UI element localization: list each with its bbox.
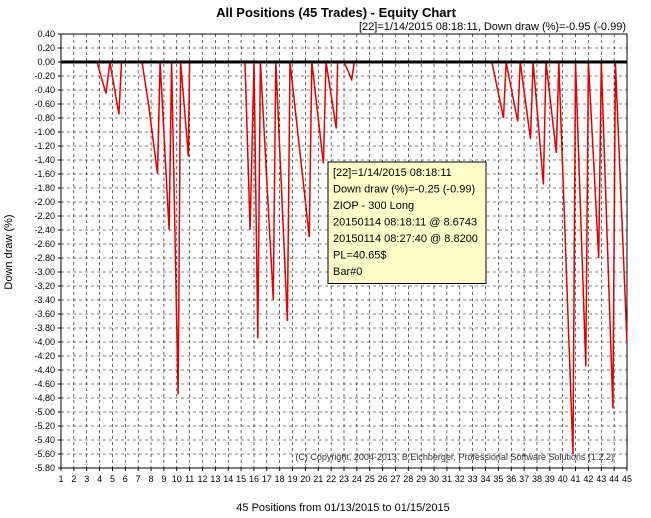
x-tick-label: 10 — [172, 474, 182, 484]
x-tick-label: 13 — [210, 474, 220, 484]
x-tick-label: 5 — [110, 474, 115, 484]
x-tick-label: 37 — [519, 474, 529, 484]
y-tick-label: -5.40 — [34, 435, 55, 445]
x-tick-label: 19 — [288, 474, 298, 484]
x-tick-label: 17 — [262, 474, 272, 484]
x-axis-label: 45 Positions from 01/13/2015 to 01/15/20… — [236, 502, 449, 514]
x-tick-label: 6 — [123, 474, 128, 484]
tooltip-line: Down draw (%)=-0.25 (-0.99) — [333, 184, 475, 196]
x-tick-label: 26 — [378, 474, 388, 484]
y-tick-label: -0.80 — [34, 113, 55, 123]
tooltip-line: ZIOP - 300 Long — [333, 200, 414, 212]
y-axis-label: Down draw (%) — [3, 214, 15, 289]
tooltip-line: 20150114 08:18:11 @ 8.6743 — [333, 217, 477, 229]
x-tick-label: 23 — [339, 474, 349, 484]
y-tick-label: -3.80 — [34, 323, 55, 333]
x-tick-label: 31 — [442, 474, 452, 484]
y-tick-label: -2.60 — [34, 239, 55, 249]
x-tick-label: 27 — [390, 474, 400, 484]
y-tick-label: -5.20 — [34, 421, 55, 431]
tooltip-line: PL=40.65$ — [333, 250, 387, 262]
x-tick-label: 12 — [197, 474, 207, 484]
y-tick-label: -1.00 — [34, 127, 55, 137]
y-tick-label: -0.40 — [34, 85, 55, 95]
y-tick-label: -0.60 — [34, 99, 55, 109]
y-tick-label: -4.60 — [34, 379, 55, 389]
y-tick-label: -2.40 — [34, 225, 55, 235]
x-tick-label: 9 — [161, 474, 166, 484]
x-tick-label: 14 — [223, 474, 233, 484]
y-tick-label: -4.00 — [34, 337, 55, 347]
y-tick-label: -5.60 — [34, 449, 55, 459]
x-tick-label: 29 — [416, 474, 426, 484]
y-tick-label: -2.00 — [34, 197, 55, 207]
y-tick-label: 0.20 — [37, 43, 55, 53]
y-tick-label: -3.00 — [34, 267, 55, 277]
x-tick-label: 21 — [313, 474, 323, 484]
x-tick-label: 2 — [71, 474, 76, 484]
x-tick-label: 40 — [558, 474, 568, 484]
y-tick-label: -1.80 — [34, 183, 55, 193]
x-tick-label: 22 — [326, 474, 336, 484]
x-tick-label: 41 — [571, 474, 581, 484]
y-tick-label: -4.40 — [34, 365, 55, 375]
x-tick-label: 35 — [493, 474, 503, 484]
y-tick-label: 0.40 — [37, 29, 55, 39]
x-tick-label: 16 — [249, 474, 259, 484]
chart-subtitle: [22]=1/14/2015 08:18:11, Down draw (%)=-… — [359, 21, 626, 33]
x-tick-label: 1 — [58, 474, 63, 484]
x-tick-label: 7 — [136, 474, 141, 484]
y-tick-label: -1.60 — [34, 169, 55, 179]
y-tick-label: -4.80 — [34, 393, 55, 403]
tooltip-line: Bar#0 — [333, 266, 362, 278]
x-tick-label: 43 — [596, 474, 606, 484]
x-tick-label: 28 — [403, 474, 413, 484]
tooltip-line: 20150114 08:27:40 @ 8.8200 — [333, 233, 478, 245]
y-tick-label: -5.80 — [34, 463, 55, 473]
x-tick-label: 8 — [149, 474, 154, 484]
x-tick-label: 25 — [365, 474, 375, 484]
tooltip-line: [22]=1/14/2015 08:18:11 — [333, 167, 452, 179]
y-tick-label: -3.60 — [34, 309, 55, 319]
y-tick-label: -1.40 — [34, 155, 55, 165]
y-tick-label: -5.00 — [34, 407, 55, 417]
chart-title: All Positions (45 Trades) - Equity Chart — [216, 5, 456, 20]
y-tick-label: -2.80 — [34, 253, 55, 263]
y-tick-label: 0.00 — [37, 57, 55, 67]
copyright-text: (C) Copyright, 2004-2013, B.Eichberger, … — [295, 452, 614, 462]
x-tick-label: 45 — [622, 474, 632, 484]
equity-series-line — [96, 61, 628, 455]
y-tick-label: -3.20 — [34, 281, 55, 291]
x-tick-label: 33 — [468, 474, 478, 484]
x-tick-label: 32 — [455, 474, 465, 484]
y-tick-label: -3.40 — [34, 295, 55, 305]
x-tick-label: 30 — [429, 474, 439, 484]
x-tick-label: 4 — [97, 474, 102, 484]
x-tick-label: 11 — [185, 474, 194, 484]
tooltip: [22]=1/14/2015 08:18:11 Down draw (%)=-0.… — [327, 161, 487, 284]
x-tick-label: 20 — [300, 474, 310, 484]
y-tick-label: -2.20 — [34, 211, 55, 221]
tooltip-box — [327, 161, 487, 284]
x-tick-label: 18 — [275, 474, 285, 484]
y-tick-label: -1.20 — [34, 141, 55, 151]
x-tick-label: 36 — [506, 474, 516, 484]
y-tick-label: -4.20 — [34, 351, 55, 361]
x-tick-label: 3 — [84, 474, 89, 484]
x-tick-label: 44 — [609, 474, 619, 484]
y-tick-label: -0.20 — [34, 71, 55, 81]
x-tick-label: 38 — [532, 474, 542, 484]
x-tick-label: 42 — [583, 474, 593, 484]
x-tick-label: 34 — [480, 474, 490, 484]
x-tick-label: 15 — [236, 474, 246, 484]
x-tick-label: 24 — [352, 474, 362, 484]
x-tick-label: 39 — [545, 474, 555, 484]
